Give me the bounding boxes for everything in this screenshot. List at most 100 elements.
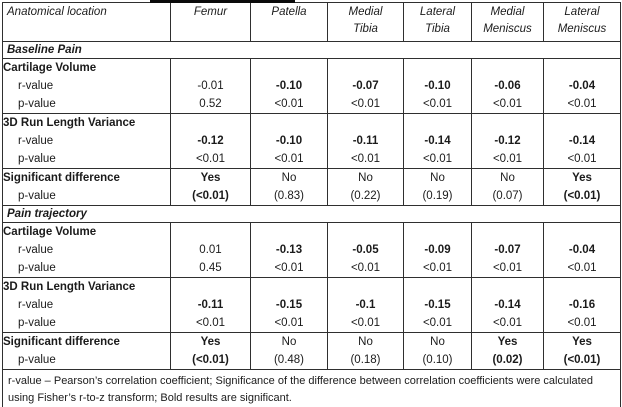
- value-cell: -0.15: [250, 296, 328, 314]
- value-cell: <0.01: [250, 95, 328, 114]
- header-cell: Femur: [170, 2, 251, 42]
- value-cell: Yes: [170, 168, 251, 187]
- value-cell: <0.01: [471, 95, 544, 114]
- table-row: r-value -0.12 -0.10 -0.11 -0.14 -0.12 -0.14: [3, 132, 621, 150]
- value-cell: [327, 277, 404, 296]
- value-cell: [170, 58, 251, 77]
- section-title: Pain trajectory: [2, 205, 621, 223]
- value-cell: (0.48): [250, 351, 328, 370]
- value-cell: No: [250, 168, 328, 187]
- value-cell: (<0.01): [543, 351, 621, 370]
- value-cell: [403, 113, 472, 132]
- value-cell: Yes: [543, 168, 621, 187]
- value-cell: <0.01: [543, 150, 621, 169]
- footnote-row: r-value – Pearson’s correlation coeffici…: [2, 369, 621, 407]
- value-cell: <0.01: [403, 150, 472, 169]
- row-label: p-value: [18, 190, 56, 202]
- value-cell: <0.01: [403, 95, 472, 114]
- value-cell: No: [250, 332, 328, 351]
- value-cell: -0.09: [403, 241, 472, 259]
- value-cell: [471, 222, 544, 241]
- value-cell: No: [471, 168, 544, 187]
- table-row: p-value (<0.01) (0.48) (0.18) (0.10) (0.02) (<…: [3, 351, 621, 370]
- table-row: Significant difference Yes No No No No Yes: [2, 168, 621, 187]
- row-label: Significant difference: [2, 332, 171, 351]
- value-cell: [403, 277, 472, 296]
- value-cell: [403, 58, 472, 77]
- value-cell: [543, 277, 621, 296]
- table-row: Cartilage Volume: [2, 58, 621, 77]
- measure-block: 3D Run Length Variance r-value -0.11 -0.15-…: [2, 277, 621, 333]
- value-cell: 0.45: [170, 259, 251, 278]
- value-cell: (<0.01): [170, 187, 251, 206]
- value-cell: <0.01: [250, 150, 328, 169]
- section-title-row: Baseline Pain: [2, 41, 621, 59]
- row-label: Significant difference: [2, 168, 171, 187]
- table-row: r-value -0.11 -0.15 -0.1 -0.15 -0.14 -0.16: [3, 296, 621, 314]
- table-row: Cartilage Volume: [2, 222, 621, 241]
- value-cell: <0.01: [170, 150, 251, 169]
- table-row: Significant difference Yes No No No Yes Yes: [2, 332, 621, 351]
- value-cell: [250, 113, 328, 132]
- header-cell: Medial Tibia: [327, 2, 404, 42]
- value-cell: -0.10: [250, 132, 328, 150]
- row-label: r-value: [18, 80, 54, 92]
- header-cell: Lateral Tibia: [403, 2, 472, 42]
- footnote-tbody: r-value – Pearson’s correlation coeffici…: [2, 369, 621, 407]
- value-cell: <0.01: [327, 95, 404, 114]
- value-cell: -0.12: [471, 132, 544, 150]
- value-cell: 0.01: [170, 241, 251, 259]
- value-cell: -0.1: [327, 296, 404, 314]
- value-cell: <0.01: [471, 314, 544, 333]
- value-cell: -0.04: [543, 241, 621, 259]
- value-cell: -0.07: [327, 77, 404, 95]
- measure-block: 3D Run Length Variance r-value -0.12 -0.10-…: [2, 113, 621, 169]
- value-cell: <0.01: [543, 95, 621, 114]
- header-cell: Medial Meniscus: [471, 2, 544, 42]
- value-cell: -0.12: [170, 132, 251, 150]
- header-anatomical-location: Anatomical location: [2, 2, 171, 42]
- value-cell: 0.52: [170, 95, 251, 114]
- value-cell: <0.01: [170, 314, 251, 333]
- value-cell: (0.18): [327, 351, 404, 370]
- section-title: Baseline Pain: [2, 41, 621, 59]
- table-row: p-value <0.01 <0.01 <0.01 <0.01 <0.01 <0.01: [3, 314, 621, 333]
- row-label: 3D Run Length Variance: [2, 113, 171, 132]
- table-row: r-value -0.01 -0.10 -0.07 -0.10 -0.06 -0.04: [3, 77, 621, 95]
- value-cell: [170, 222, 251, 241]
- value-cell: [543, 222, 621, 241]
- table-row: 3D Run Length Variance: [2, 277, 621, 296]
- row-label: p-value: [18, 262, 56, 274]
- value-cell: -0.15: [403, 296, 472, 314]
- value-cell: [170, 113, 251, 132]
- row-label: p-value: [18, 317, 56, 329]
- value-cell: Yes: [543, 332, 621, 351]
- row-label: p-value: [18, 354, 56, 366]
- value-cell: -0.10: [403, 77, 472, 95]
- value-cell: (0.10): [403, 351, 472, 370]
- value-cell: (0.22): [327, 187, 404, 206]
- value-cell: [327, 113, 404, 132]
- value-cell: (0.07): [471, 187, 544, 206]
- value-cell: -0.04: [543, 77, 621, 95]
- value-cell: -0.10: [250, 77, 328, 95]
- value-cell: <0.01: [471, 150, 544, 169]
- value-cell: Yes: [471, 332, 544, 351]
- value-cell: <0.01: [327, 314, 404, 333]
- value-cell: (<0.01): [543, 187, 621, 206]
- value-cell: -0.11: [170, 296, 251, 314]
- value-cell: <0.01: [250, 259, 328, 278]
- value-cell: [327, 222, 404, 241]
- value-cell: [170, 277, 251, 296]
- measure-block: Cartilage Volume r-value -0.01 -0.10 -0.07 -0…: [2, 58, 621, 114]
- table-row: p-value (<0.01) (0.83) (0.22) (0.19) (0.07) (<…: [3, 187, 621, 206]
- table-row: p-value 0.52 <0.01 <0.01 <0.01 <0.01 <0.01: [3, 95, 621, 114]
- row-label: Cartilage Volume: [2, 222, 171, 241]
- header-cell: Patella: [250, 2, 328, 42]
- table-row: p-value <0.01 <0.01 <0.01 <0.01 <0.01 <0.01: [3, 150, 621, 169]
- value-cell: [250, 277, 328, 296]
- value-cell: -0.13: [250, 241, 328, 259]
- value-cell: -0.14: [471, 296, 544, 314]
